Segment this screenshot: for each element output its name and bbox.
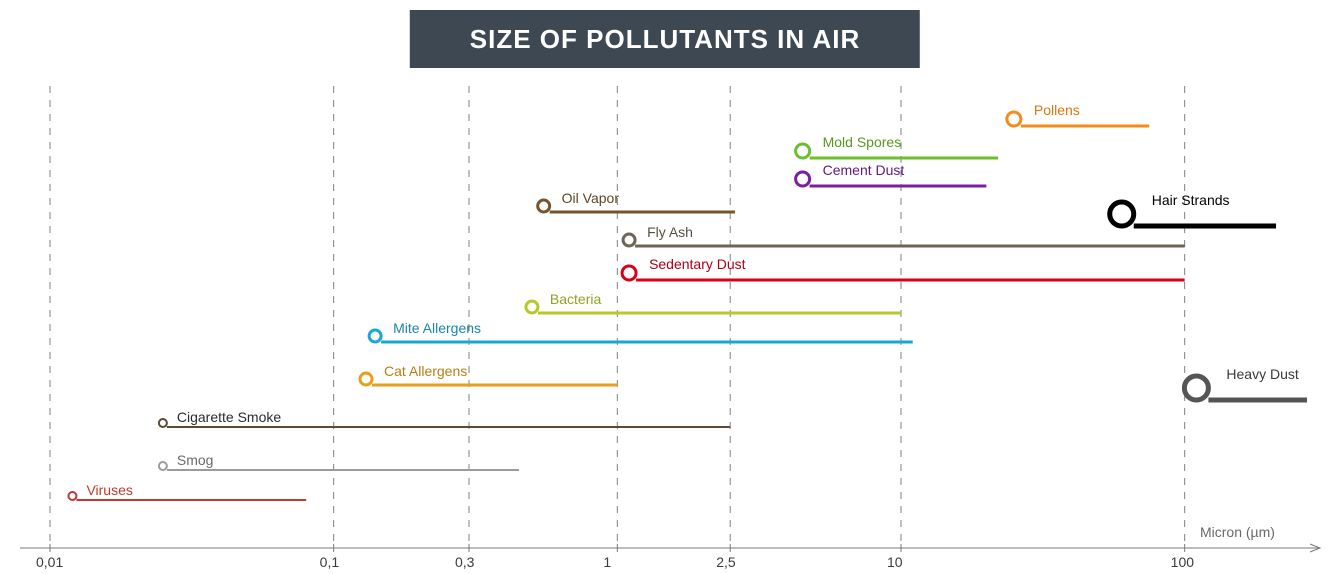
tick-label: 0,01 (36, 554, 63, 570)
series-label: Cigarette Smoke (177, 409, 281, 425)
range-marker-icon (623, 234, 635, 246)
range-marker-icon (796, 172, 810, 186)
range-marker-icon (538, 200, 550, 212)
range-marker-icon (68, 492, 76, 500)
range-marker-icon (526, 301, 538, 313)
range-marker-icon (796, 144, 810, 158)
series-label: Sedentary Dust (649, 256, 746, 272)
tick-label: 10 (887, 554, 903, 570)
range-marker-icon (159, 419, 167, 427)
range-marker-icon (1184, 376, 1208, 400)
range-marker-icon (369, 330, 381, 342)
series-label: Pollens (1034, 102, 1080, 118)
series-label: Hair Strands (1152, 192, 1230, 208)
series-label: Heavy Dust (1226, 366, 1298, 382)
tick-label: 1 (603, 554, 611, 570)
range-marker-icon (1007, 112, 1021, 126)
tick-label: 100 (1171, 554, 1194, 570)
range-marker-icon (622, 266, 636, 280)
series-label: Viruses (86, 482, 132, 498)
series-label: Bacteria (550, 291, 601, 307)
range-marker-icon (360, 373, 372, 385)
chart-stage: SIZE OF POLLUTANTS IN AIR Micron (µm) 0,… (0, 0, 1330, 574)
chart-plot (0, 0, 1330, 574)
tick-label: 0,3 (455, 554, 474, 570)
tick-label: 2,5 (716, 554, 735, 570)
x-axis-label: Micron (µm) (1200, 524, 1275, 540)
range-marker-icon (1110, 202, 1134, 226)
tick-label: 0,1 (320, 554, 339, 570)
range-marker-icon (159, 462, 167, 470)
series-label: Cement Dust (823, 162, 905, 178)
series-label: Mold Spores (823, 134, 902, 150)
series-label: Fly Ash (647, 224, 693, 240)
series-label: Oil Vapor (562, 190, 619, 206)
series-label: Mite Allergens (393, 320, 481, 336)
series-label: Smog (177, 452, 214, 468)
series-label: Cat Allergens (384, 363, 467, 379)
